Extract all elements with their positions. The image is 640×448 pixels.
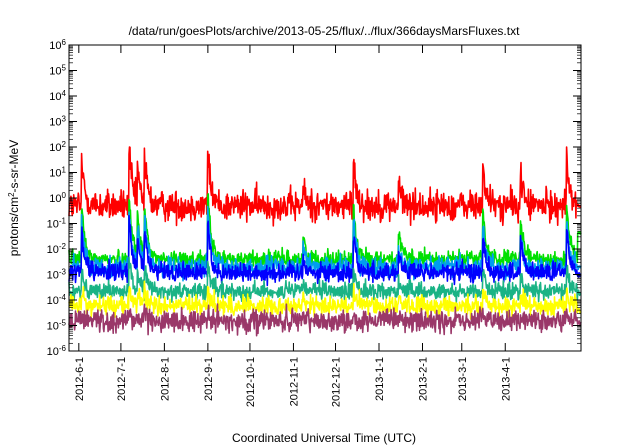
y-tick-label: 10-3 (47, 267, 67, 282)
x-tick-label: 2012-7-1 (116, 357, 128, 401)
flux-series-line-0 (68, 146, 582, 227)
y-tick-label: 10-4 (47, 293, 67, 308)
flux-series-line-4 (68, 256, 582, 304)
x-axis: 2012-6-1 2012-7-1 2012-8-1 2012-9-1 2012-10-… (74, 45, 512, 407)
flux-series-line-5 (68, 280, 582, 320)
y-axis-title-suffix: -s-sr-MeV (7, 140, 21, 193)
y-tick-label: 10-6 (47, 344, 67, 359)
flux-series-line-6 (68, 303, 582, 337)
y-axis-title: protons/cm2-s-sr-MeV (7, 140, 22, 256)
x-axis-title: Coordinated Universal Time (UTC) (232, 431, 416, 445)
y-tick-label: 105 (49, 63, 66, 78)
x-tick-label: 2013-2-1 (417, 357, 429, 401)
x-tick-label: 2012-11-1 (288, 357, 300, 406)
y-tick-label: 104 (49, 89, 66, 104)
x-tick-label: 2012-6-1 (74, 357, 86, 401)
x-tick-label: 2012-10-1 (245, 357, 257, 407)
flux-series-line-1 (68, 193, 582, 273)
x-tick-label: 2012-9-1 (203, 357, 215, 401)
x-tick-label: 2013-3-1 (457, 357, 469, 401)
y-tick-label: 10-1 (47, 216, 67, 231)
y-tick-label: 10-2 (47, 242, 67, 257)
chart-title: /data/run/goesPlots/archive/2013-05-25/f… (129, 24, 521, 38)
y-axis: 10-6 10-5 10-4 10-3 10-2 10-1 100 101 102 103 104 1… (47, 38, 581, 359)
y-tick-label: 106 (49, 38, 66, 53)
y-tick-label: 10-5 (47, 318, 67, 333)
y-tick-label: 103 (49, 114, 66, 129)
series-layer (68, 146, 582, 337)
x-tick-label: 2013-1-1 (374, 357, 386, 401)
x-tick-label: 2013-4-1 (500, 357, 512, 401)
x-tick-label: 2012-12-1 (331, 357, 343, 407)
y-axis-title-main: protons/cm (7, 197, 21, 256)
y-tick-label: 102 (49, 140, 66, 155)
flux-series-line-3 (68, 214, 582, 287)
y-tick-label: 100 (49, 191, 66, 206)
y-tick-label: 101 (49, 165, 66, 180)
y-axis-title-superscript: 2 (7, 192, 16, 197)
x-tick-label: 2012-8-1 (159, 357, 171, 401)
